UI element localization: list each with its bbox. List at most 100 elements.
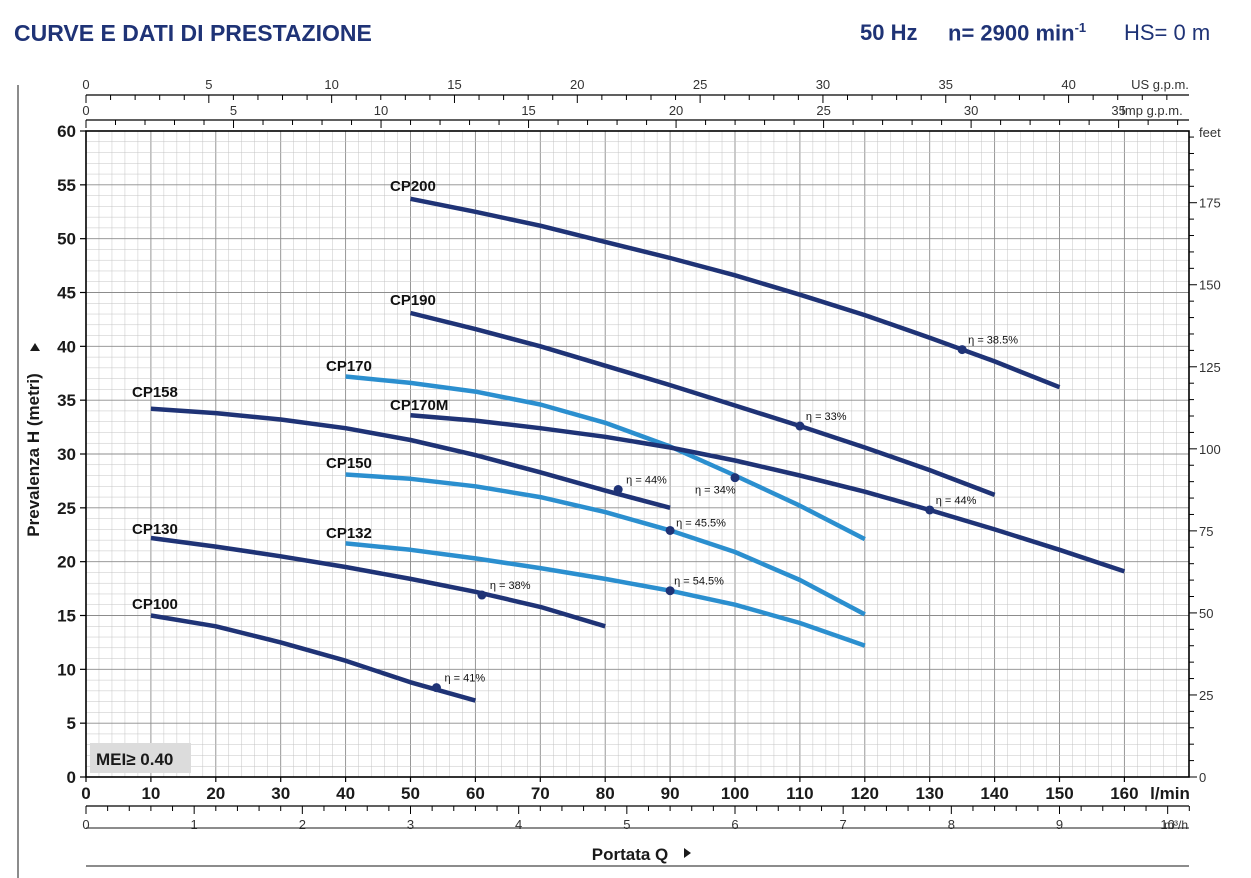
speed-label: n= 2900 min-1 bbox=[948, 20, 1086, 46]
x-axis-arrow-icon bbox=[684, 848, 691, 858]
x-unit-label: l/min bbox=[1150, 784, 1190, 803]
series-line-cp150 bbox=[345, 472, 866, 617]
feet-tick-label: 125 bbox=[1199, 360, 1221, 375]
x-tick-label: 70 bbox=[531, 784, 550, 803]
x-tick-label: 10 bbox=[141, 784, 160, 803]
us-gpm-tick-label: 10 bbox=[324, 77, 338, 92]
m3h-tick-label: 8 bbox=[948, 817, 955, 832]
x-tick-label: 50 bbox=[401, 784, 420, 803]
frequency-label: 50 Hz bbox=[860, 20, 918, 45]
us-gpm-tick-label: 35 bbox=[939, 77, 953, 92]
efficiency-label: η = 44% bbox=[936, 495, 977, 507]
m3h-tick-label: 3 bbox=[407, 817, 414, 832]
speed-label-text: n= 2900 min bbox=[948, 20, 1075, 46]
y-tick-label: 10 bbox=[57, 660, 76, 679]
mei-badge bbox=[90, 743, 191, 773]
hs-label: HS= 0 m bbox=[1124, 20, 1211, 45]
feet-tick-label: 175 bbox=[1199, 196, 1221, 211]
x-tick-label: 40 bbox=[336, 784, 355, 803]
x-axis-title: Portata Q bbox=[592, 845, 669, 864]
imp-gpm-tick-label: 35 bbox=[1111, 103, 1125, 118]
x-tick-label: 150 bbox=[1045, 784, 1073, 803]
efficiency-label: η = 38% bbox=[490, 580, 531, 592]
efficiency-point bbox=[665, 586, 675, 596]
series-line-cp158 bbox=[150, 406, 671, 510]
feet-tick-label: 50 bbox=[1199, 606, 1213, 621]
imp-gpm-tick-label: 30 bbox=[964, 103, 978, 118]
x-tick-label: 60 bbox=[466, 784, 485, 803]
series-line-cp200 bbox=[410, 196, 1061, 390]
series-label: CP158 bbox=[132, 384, 178, 401]
x-tick-label: 80 bbox=[596, 784, 615, 803]
x-tick-label: 160 bbox=[1110, 784, 1138, 803]
x-tick-label: 140 bbox=[980, 784, 1008, 803]
m3h-tick-label: 2 bbox=[299, 817, 306, 832]
y-tick-label: 15 bbox=[57, 607, 76, 626]
m3h-tick-label: 1 bbox=[191, 817, 198, 832]
y-tick-label: 55 bbox=[57, 176, 76, 195]
efficiency-point bbox=[925, 505, 935, 515]
y-tick-label: 25 bbox=[57, 499, 76, 518]
feet-tick-label: 75 bbox=[1199, 524, 1213, 539]
feet-unit-label: feet bbox=[1199, 125, 1221, 140]
efficiency-point bbox=[665, 525, 675, 535]
series-line-cp132 bbox=[345, 541, 866, 648]
efficiency-label: η = 45.5% bbox=[676, 517, 726, 529]
speed-label-exponent: -1 bbox=[1074, 20, 1087, 35]
series-label: CP170 bbox=[326, 358, 372, 375]
feet-tick-label: 100 bbox=[1199, 442, 1221, 457]
m3h-tick-label: 7 bbox=[840, 817, 847, 832]
efficiency-point bbox=[730, 473, 740, 483]
us-gpm-unit-label: US g.p.m. bbox=[1131, 77, 1189, 92]
series-line-cp170 bbox=[345, 374, 866, 542]
m3h-tick-label: 6 bbox=[731, 817, 738, 832]
y-tick-label: 30 bbox=[57, 445, 76, 464]
imp-gpm-tick-label: 15 bbox=[521, 103, 535, 118]
y-tick-label: 40 bbox=[57, 337, 76, 356]
series-line-cp190 bbox=[409, 310, 996, 498]
x-tick-label: 130 bbox=[916, 784, 944, 803]
x-tick-label: 100 bbox=[721, 784, 749, 803]
series-label: CP150 bbox=[326, 455, 372, 472]
x-tick-label: 90 bbox=[661, 784, 680, 803]
series-label: CP190 bbox=[390, 292, 436, 309]
us-gpm-tick-label: 5 bbox=[205, 77, 212, 92]
efficiency-point bbox=[957, 345, 967, 355]
efficiency-label: η = 38.5% bbox=[968, 335, 1018, 347]
feet-tick-label: 0 bbox=[1199, 770, 1206, 785]
efficiency-label: η = 34% bbox=[695, 485, 736, 497]
x-tick-label: 30 bbox=[271, 784, 290, 803]
y-tick-label: 60 bbox=[57, 122, 76, 141]
series-line-cp100 bbox=[150, 613, 477, 703]
x-tick-label: 0 bbox=[81, 784, 90, 803]
m3h-tick-label: 9 bbox=[1056, 817, 1063, 832]
y-axis-title: Prevalenza H (metri) bbox=[24, 373, 43, 536]
us-gpm-tick-label: 40 bbox=[1061, 77, 1075, 92]
us-gpm-tick-label: 15 bbox=[447, 77, 461, 92]
x-tick-label: 120 bbox=[851, 784, 879, 803]
y-tick-label: 35 bbox=[57, 391, 76, 410]
series-line-cp130 bbox=[150, 535, 606, 629]
us-gpm-tick-label: 30 bbox=[816, 77, 830, 92]
efficiency-point bbox=[431, 683, 441, 693]
m3h-unit-label: m³/h bbox=[1164, 818, 1188, 832]
feet-tick-label: 150 bbox=[1199, 278, 1221, 293]
imp-gpm-tick-label: 25 bbox=[816, 103, 830, 118]
m3h-tick-label: 0 bbox=[82, 817, 89, 832]
series-line-cp170m bbox=[410, 412, 1126, 574]
y-tick-label: 45 bbox=[57, 284, 76, 303]
y-axis-arrow-icon bbox=[30, 343, 40, 351]
feet-tick-label: 25 bbox=[1199, 688, 1213, 703]
imp-gpm-tick-label: 5 bbox=[230, 103, 237, 118]
us-gpm-tick-label: 20 bbox=[570, 77, 584, 92]
series-label: CP130 bbox=[132, 521, 178, 538]
us-gpm-tick-label: 0 bbox=[82, 77, 89, 92]
imp-gpm-tick-label: 20 bbox=[669, 103, 683, 118]
m3h-tick-label: 4 bbox=[515, 817, 522, 832]
efficiency-label: η = 33% bbox=[806, 411, 847, 423]
series-label: CP200 bbox=[390, 178, 436, 195]
y-tick-label: 20 bbox=[57, 553, 76, 572]
series-label: CP132 bbox=[326, 525, 372, 542]
us-gpm-tick-label: 25 bbox=[693, 77, 707, 92]
